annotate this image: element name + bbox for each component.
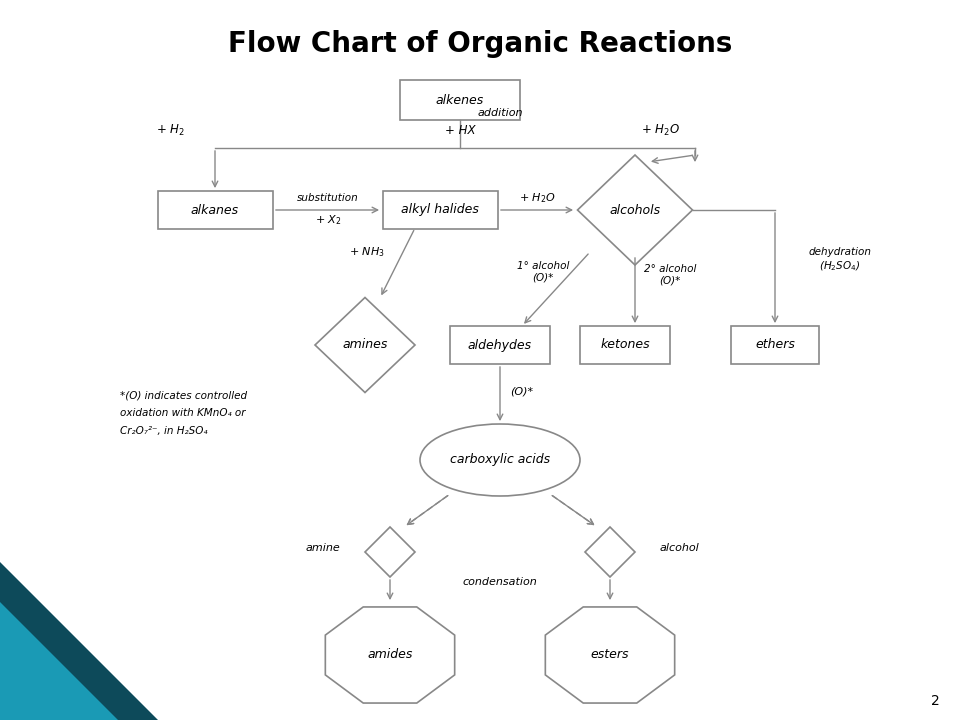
Text: amine: amine <box>305 543 340 553</box>
Polygon shape <box>0 580 155 720</box>
FancyBboxPatch shape <box>382 191 497 229</box>
Polygon shape <box>578 155 692 265</box>
Text: ketones: ketones <box>600 338 650 351</box>
Text: + H$_2$O: + H$_2$O <box>640 122 680 138</box>
Text: condensation: condensation <box>463 577 538 587</box>
Text: carboxylic acids: carboxylic acids <box>450 454 550 467</box>
Text: alkanes: alkanes <box>191 204 239 217</box>
Text: amides: amides <box>368 649 413 662</box>
Polygon shape <box>365 527 415 577</box>
Text: + NH$_3$: + NH$_3$ <box>349 245 385 259</box>
FancyBboxPatch shape <box>580 326 670 364</box>
Text: oxidation with KMnO₄ or: oxidation with KMnO₄ or <box>120 408 246 418</box>
FancyBboxPatch shape <box>731 326 819 364</box>
Text: + X$_2$: + X$_2$ <box>315 213 342 227</box>
Polygon shape <box>585 527 635 577</box>
Polygon shape <box>545 607 675 703</box>
Text: amines: amines <box>343 338 388 351</box>
Text: 2: 2 <box>931 694 940 708</box>
Text: dehydration
(H$_2$SO$_4$): dehydration (H$_2$SO$_4$) <box>808 247 872 273</box>
Text: aldehydes: aldehydes <box>468 338 532 351</box>
Text: ethers: ethers <box>756 338 795 351</box>
Text: Flow Chart of Organic Reactions: Flow Chart of Organic Reactions <box>228 30 732 58</box>
Text: 1° alcohol
(O)*: 1° alcohol (O)* <box>516 261 569 283</box>
Text: + H$_2$: + H$_2$ <box>156 122 184 138</box>
Text: alkyl halides: alkyl halides <box>401 204 479 217</box>
Ellipse shape <box>420 424 580 496</box>
FancyBboxPatch shape <box>450 326 550 364</box>
Polygon shape <box>0 562 158 720</box>
Text: 2° alcohol
(O)*: 2° alcohol (O)* <box>644 264 696 286</box>
Text: alcohol: alcohol <box>660 543 700 553</box>
Text: (O)*: (O)* <box>511 387 534 397</box>
Polygon shape <box>325 607 455 703</box>
Text: esters: esters <box>590 649 629 662</box>
Polygon shape <box>315 297 415 392</box>
FancyBboxPatch shape <box>157 191 273 229</box>
Text: alkenes: alkenes <box>436 94 484 107</box>
Text: + HX: + HX <box>444 124 475 137</box>
Text: alcohols: alcohols <box>610 204 660 217</box>
Text: substitution: substitution <box>298 193 359 203</box>
Text: + H$_2$O: + H$_2$O <box>518 191 556 205</box>
FancyBboxPatch shape <box>400 80 520 120</box>
Text: addition: addition <box>477 108 523 118</box>
Text: Cr₂O₇²⁻, in H₂SO₄: Cr₂O₇²⁻, in H₂SO₄ <box>120 426 207 436</box>
Text: *(O) indicates controlled: *(O) indicates controlled <box>120 390 247 400</box>
